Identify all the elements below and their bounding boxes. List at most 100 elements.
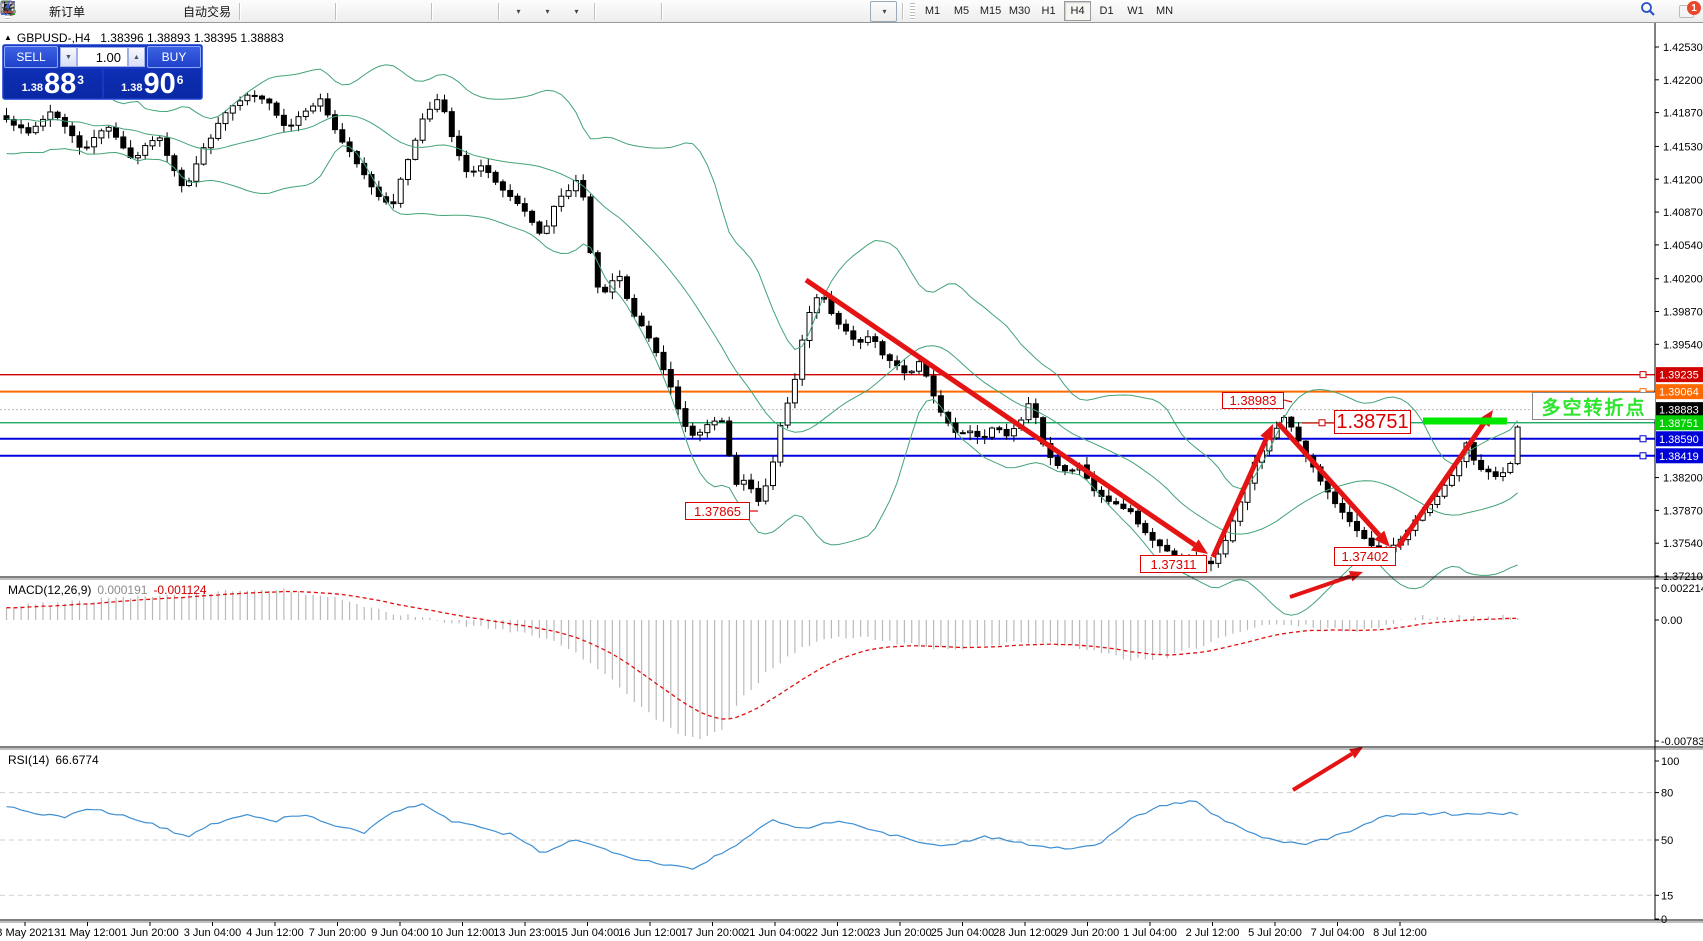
price-axis[interactable]: 1.42530 1.42200 1.41870 1.41530 1.41200 1.408… — [1655, 42, 1703, 926]
buy-price-pip: 6 — [176, 73, 184, 87]
svg-text:1.39870: 1.39870 — [1663, 307, 1703, 319]
svg-text:15: 15 — [1661, 890, 1673, 902]
tile-windows-button[interactable] — [1, 1, 426, 22]
notifications-button[interactable]: 1 — [1679, 1, 1701, 19]
timeframe-m15-button[interactable]: M15 — [979, 5, 1002, 17]
label-tool-button[interactable]: T — [1, 1, 868, 22]
svg-text:1.40200: 1.40200 — [1663, 274, 1703, 286]
price-annotation-138983[interactable]: 1.38983 — [1222, 392, 1284, 409]
cursor-tool-button[interactable] — [4, 1, 627, 22]
buy-quote[interactable]: 1.38 90 6 — [103, 68, 201, 100]
macd-label: MACD(12,26,9) 0.000191 -0.001124 — [8, 583, 207, 597]
toolbar-separator — [431, 2, 433, 20]
svg-text:1.37870: 1.37870 — [1663, 505, 1703, 517]
search-button[interactable] — [1641, 1, 1668, 22]
svg-text:0.002214: 0.002214 — [1661, 583, 1703, 595]
hline-tool-button[interactable] — [2, 1, 723, 22]
macd-indicator — [5, 588, 1519, 740]
macd-signal-value: -0.001124 — [153, 583, 207, 597]
line-chart-mode-button[interactable] — [1, 1, 330, 22]
timeframe-w1-button[interactable]: W1 — [1127, 5, 1144, 17]
one-click-trading-panel: SELL ▼ 1.00 ▲ BUY 1.38 88 3 1.38 90 6 — [2, 44, 203, 100]
sell-button[interactable]: SELL — [4, 46, 58, 68]
svg-text:15 Jun 04:00: 15 Jun 04:00 — [556, 927, 620, 939]
volume-down-button[interactable]: ▼ — [60, 47, 77, 67]
auto-trading-button[interactable]: 自动交易 — [1, 1, 234, 22]
buy-price-big: 90 — [143, 68, 176, 100]
indicators-button[interactable]: ▾ — [0, 1, 531, 22]
svg-text:22 Jun 12:00: 22 Jun 12:00 — [806, 927, 870, 939]
rsi-grid — [0, 792, 1655, 896]
timeframe-mn-button[interactable]: MN — [1155, 5, 1174, 17]
price-annotation-137402[interactable]: 1.37402 — [1334, 547, 1396, 566]
price-tag — [1656, 431, 1703, 447]
price-tag — [1656, 367, 1703, 383]
svg-text:10 Jun 12:00: 10 Jun 12:00 — [431, 927, 495, 939]
svg-text:F: F — [10, 12, 14, 16]
svg-text:E: E — [10, 11, 14, 16]
volume-up-button[interactable]: ▲ — [128, 47, 145, 67]
line-drag-handle[interactable] — [1639, 371, 1647, 379]
price-tag — [1656, 448, 1703, 464]
chart-profile-button[interactable] — [0, 1, 117, 22]
sell-price-pip: 3 — [77, 73, 84, 87]
periods-button[interactable]: ▾ — [1, 1, 560, 22]
svg-text:23 Jun 20:00: 23 Jun 20:00 — [868, 927, 932, 939]
svg-text:1.38419: 1.38419 — [1659, 451, 1699, 463]
chart-shift-button[interactable] — [1, 1, 493, 22]
chart-window-button[interactable] — [0, 1, 41, 22]
price-annotation-138751[interactable]: 1.38751 — [1334, 410, 1411, 434]
time-axis[interactable]: 8 May 2021 31 May 12:00 1 Jun 20:00 3 Jun 0… — [0, 922, 1427, 939]
collapse-chart-icon[interactable]: ▲ — [4, 33, 12, 42]
buy-price-prefix: 1.38 — [121, 82, 143, 94]
line-drag-handle[interactable] — [1639, 452, 1647, 460]
trend-annotations[interactable] — [750, 277, 1647, 792]
svg-text:21 Jun 04:00: 21 Jun 04:00 — [743, 927, 807, 939]
svg-text:31 May 12:00: 31 May 12:00 — [54, 927, 121, 939]
auto-scroll-button[interactable] — [1, 1, 464, 22]
turning-point-annotation[interactable]: 多空转折点 — [1532, 392, 1656, 420]
sell-quote[interactable]: 1.38 88 3 — [4, 69, 102, 99]
arrows-tool-button[interactable]: ▾ — [3, 0, 898, 22]
timeframe-d1-button[interactable]: D1 — [1099, 5, 1114, 17]
buy-button[interactable]: BUY — [147, 46, 201, 68]
channel-tool-button[interactable]: E — [0, 1, 781, 22]
text-tool-button[interactable]: A — [4, 1, 839, 22]
svg-text:0.00: 0.00 — [1661, 615, 1682, 627]
crosshair-tool-button[interactable] — [2, 1, 656, 22]
new-order-button[interactable]: 新订单 — [1, 0, 88, 22]
zoom-out-button[interactable] — [1, 1, 397, 22]
green-support-bar[interactable] — [1423, 417, 1507, 425]
timeframe-m5-button[interactable]: M5 — [953, 5, 970, 17]
fibonacci-tool-button[interactable]: F — [2, 1, 810, 22]
market-watch-button[interactable] — [0, 1, 146, 22]
line-drag-handle[interactable] — [1639, 435, 1647, 443]
line-drag-handle[interactable] — [1318, 419, 1326, 427]
price-annotation-137865[interactable]: 1.37865 — [685, 502, 750, 520]
timeframe-h1-button[interactable]: H1 — [1041, 5, 1056, 17]
timeframe-m30-button[interactable]: M30 — [1008, 5, 1031, 17]
svg-text:1.37540: 1.37540 — [1663, 538, 1703, 550]
svg-text:1.38590: 1.38590 — [1659, 434, 1699, 446]
trendline-tool-button[interactable] — [1, 1, 752, 22]
zoom-in-button[interactable] — [1, 1, 368, 22]
timeframe-h4-button[interactable]: H4 — [1064, 1, 1092, 21]
candlesticks[interactable] — [3, 90, 1521, 572]
svg-text:1.39540: 1.39540 — [1663, 339, 1703, 351]
rsi-label: RSI(14) 66.6774 — [8, 753, 99, 767]
volume-input[interactable]: 1.00 — [77, 47, 128, 67]
toolbar-separator — [902, 2, 904, 20]
svg-text:1.37210: 1.37210 — [1663, 571, 1703, 583]
price-annotation-137311[interactable]: 1.37311 — [1140, 555, 1207, 573]
svg-text:8 Jul 12:00: 8 Jul 12:00 — [1373, 927, 1427, 939]
timeframe-m1-button[interactable]: M1 — [924, 5, 941, 17]
svg-text:8 May 2021: 8 May 2021 — [0, 927, 54, 939]
navigator-button[interactable] — [2, 1, 175, 22]
svg-text:50: 50 — [1661, 835, 1673, 847]
bar-chart-mode-button[interactable] — [2, 1, 272, 22]
templates-button[interactable]: ▾ — [0, 1, 589, 22]
vline-tool-button[interactable] — [7, 1, 694, 22]
candle-chart-mode-button[interactable] — [2, 1, 301, 22]
